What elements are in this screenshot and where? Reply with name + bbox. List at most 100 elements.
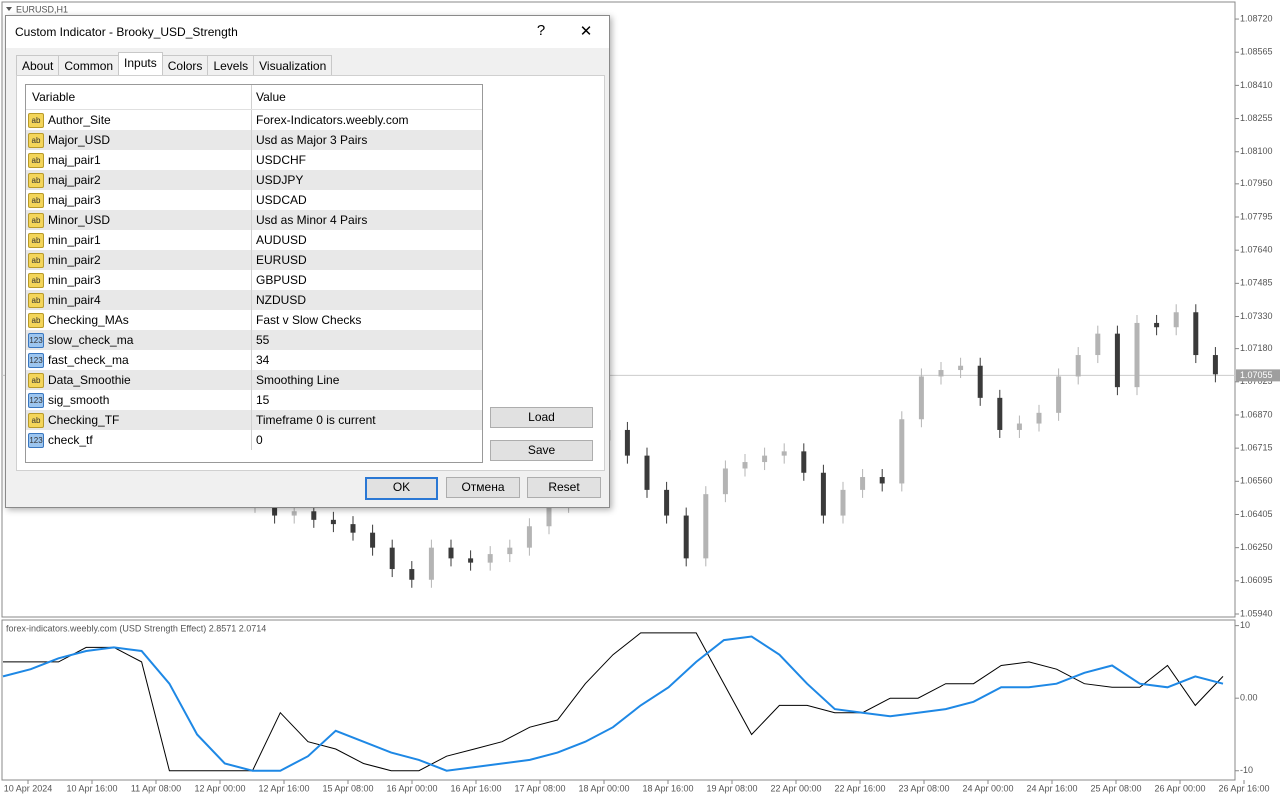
current-price-tag [1236, 369, 1280, 382]
tab[interactable]: Common [58, 55, 120, 75]
value-cell: GBPUSD [256, 273, 307, 287]
value-cell: 34 [256, 353, 270, 367]
type-icon: ab [28, 252, 44, 268]
candle-body [683, 515, 689, 559]
value-cell: Timeframe 0 is current [256, 413, 376, 427]
header-cell: Variable [26, 85, 252, 109]
y-tick-label: 1.06560 [1240, 476, 1273, 486]
candle-body [762, 455, 768, 463]
candle-body [409, 569, 415, 580]
table-row: ab Minor_USD Usd as Minor 4 Pairs [26, 210, 482, 230]
close-button[interactable]: ✕ [579, 23, 593, 40]
variable-cell: ab Minor_USD [26, 210, 252, 230]
candle-body [350, 524, 356, 533]
variable-cell: ab maj_pair1 [26, 150, 252, 170]
x-tick-label: 24 Apr 16:00 [1026, 783, 1077, 793]
candle-body [781, 451, 787, 456]
indicator-line [3, 632, 1224, 772]
table-row: ab maj_pair2 USDJPY [26, 170, 482, 190]
candle-body [624, 429, 630, 456]
type-icon: ab [28, 192, 44, 208]
dialog: Custom Indicator - Brooky_USD_Strength ?… [5, 15, 610, 508]
type-icon: ab [28, 272, 44, 288]
indicator-title: forex-indicators.weebly.com (USD Strengt… [6, 623, 266, 633]
x-tick-label: 18 Apr 00:00 [578, 783, 629, 793]
tab[interactable]: Inputs [118, 52, 163, 75]
type-icon: ab [28, 292, 44, 308]
current-price-label: 1.07055 [1240, 370, 1273, 380]
value-cell: Usd as Minor 4 Pairs [256, 213, 368, 227]
y-tick-label: 1.07795 [1240, 211, 1273, 221]
help-button[interactable]: ? [536, 22, 546, 39]
x-tick-label: 18 Apr 16:00 [642, 783, 693, 793]
value-cell: Forex-Indicators.weebly.com [256, 113, 409, 127]
tab[interactable]: Levels [207, 55, 255, 75]
x-tick-label: 15 Apr 08:00 [322, 783, 373, 793]
variable-name: Major_USD [48, 133, 111, 147]
candle-body [487, 554, 493, 563]
table-row: ab min_pair2 EURUSD [26, 250, 482, 270]
y-tick-label: 1.07330 [1240, 311, 1273, 321]
y-tick-label: 1.08720 [1240, 13, 1273, 23]
ok-button[interactable]: OK [365, 477, 438, 500]
variable-name: Checking_MAs [48, 313, 129, 327]
value-cell: EURUSD [256, 253, 307, 267]
x-tick-label: 12 Apr 00:00 [194, 783, 245, 793]
candle-body [958, 365, 964, 371]
x-tick-label: 16 Apr 16:00 [450, 783, 501, 793]
cancel-button[interactable]: Отмена [446, 477, 520, 498]
type-icon: ab [28, 152, 44, 168]
type-icon: 123 [28, 352, 44, 368]
table-row: 123 sig_smooth 15 [26, 390, 482, 410]
candle-body [1036, 412, 1042, 424]
value-cell: USDCHF [256, 153, 306, 167]
x-tick-label: 26 Apr 16:00 [1218, 783, 1269, 793]
candle-body [742, 462, 748, 469]
variable-name: check_tf [48, 433, 93, 447]
candle-body [938, 370, 944, 377]
candle-body [507, 547, 513, 555]
tab-panel: Variable Value ab Author_Site Forex-Indica… [16, 75, 605, 471]
variable-name: maj_pair2 [48, 173, 101, 187]
variable-cell: ab maj_pair3 [26, 190, 252, 210]
table-row: 123 check_tf 0 [26, 430, 482, 450]
dialog-title: Custom Indicator - Brooky_USD_Strength [15, 25, 238, 39]
tab[interactable]: Colors [161, 55, 209, 75]
variable-name: min_pair2 [48, 253, 101, 267]
candle-body [1095, 333, 1101, 356]
variable-name: Author_Site [48, 113, 111, 127]
variable-name: min_pair3 [48, 273, 101, 287]
variable-name: Data_Smoothie [48, 373, 131, 387]
table-row: ab Checking_TF Timeframe 0 is current [26, 410, 482, 430]
y-tick-label: 1.07485 [1240, 278, 1273, 288]
candle-body [644, 455, 650, 490]
variable-cell: 123 slow_check_ma [26, 330, 252, 350]
tab[interactable]: About [16, 55, 60, 75]
candle-body [1212, 355, 1218, 375]
load-button[interactable]: Load [490, 407, 593, 428]
candle-body [546, 504, 552, 527]
x-tick-label: 12 Apr 16:00 [258, 783, 309, 793]
y-tick-label: 1.07180 [1240, 343, 1273, 353]
save-button[interactable]: Save [490, 440, 593, 461]
tab[interactable]: Visualization [253, 55, 333, 75]
candle-body [1114, 333, 1120, 388]
y-tick-label: 1.07950 [1240, 178, 1273, 188]
y-tick-label: 1.08255 [1240, 113, 1273, 123]
reset-button[interactable]: Reset [527, 477, 601, 498]
variable-name: min_pair1 [48, 233, 101, 247]
value-cell: Smoothing Line [256, 373, 340, 387]
table-row: ab min_pair3 GBPUSD [26, 270, 482, 290]
value-cell: 0 [256, 433, 263, 447]
x-tick-label: 25 Apr 08:00 [1090, 783, 1141, 793]
value-cell: Fast v Slow Checks [256, 313, 362, 327]
candle-body [997, 397, 1003, 430]
variable-cell: 123 sig_smooth [26, 390, 252, 410]
candle-body [1193, 312, 1199, 356]
dialog-titlebar: Custom Indicator - Brooky_USD_Strength ?… [6, 16, 609, 48]
y-tick-label: 1.07640 [1240, 245, 1273, 255]
x-tick-label: 19 Apr 08:00 [706, 783, 757, 793]
y-tick-label: 1.06715 [1240, 443, 1273, 453]
indicator-line [2, 635, 1224, 772]
